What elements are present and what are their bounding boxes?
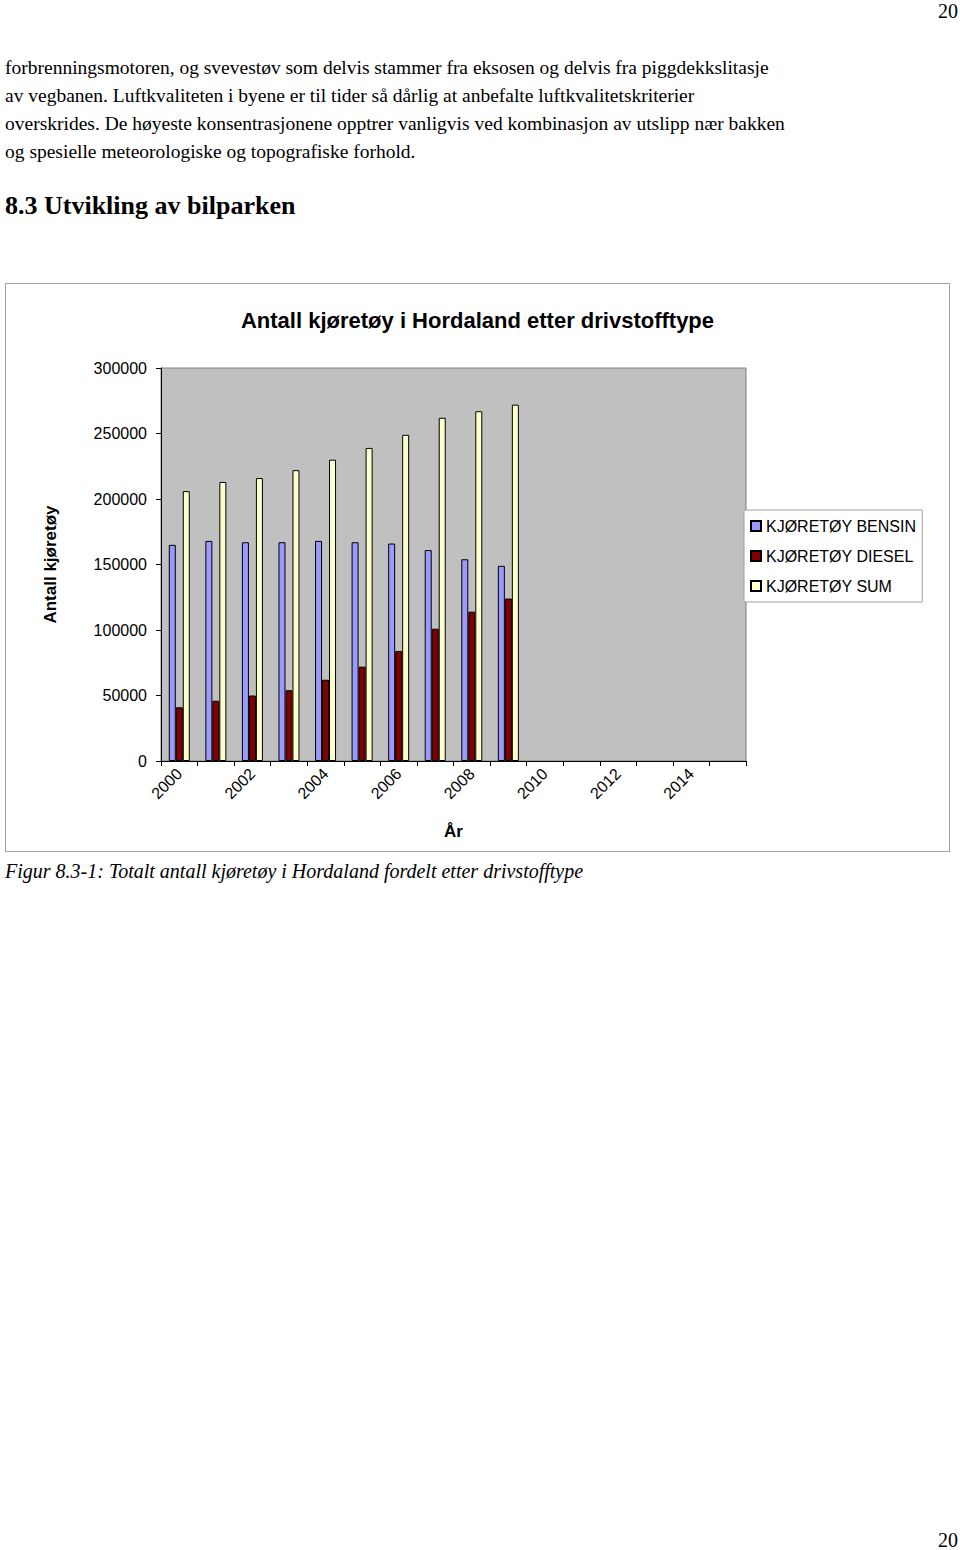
html-text:Figur 8.3-1: Totalt antall kjø: Figur 8.3-1: Totalt antall kjøretøy i Ho… <box>5 860 584 882</box>
svg-text:2014: 2014 <box>660 765 697 802</box>
svg-text:Antall kjøretøy i Hordaland et: Antall kjøretøy i Hordaland etter drivst… <box>241 308 714 333</box>
svg-text:År: År <box>444 822 463 841</box>
html-text:20: 20 <box>938 1529 958 1550</box>
svg-text:200000: 200000 <box>94 491 147 508</box>
html-text:8.3 Utvikling av bilparken: 8.3 Utvikling av bilparken <box>5 191 296 220</box>
svg-text:100000: 100000 <box>94 622 147 639</box>
svg-text:2008: 2008 <box>441 765 478 802</box>
html-text:forbrenningsmotoren, og sveves: forbrenningsmotoren, og svevestøv som de… <box>5 57 769 78</box>
html-text:av vegbanen. Luftkvaliteten i: av vegbanen. Luftkvaliteten i byene er t… <box>5 85 695 106</box>
svg-text:2004: 2004 <box>294 765 331 802</box>
svg-text:50000: 50000 <box>103 687 148 704</box>
svg-text:KJØRETØY BENSIN: KJØRETØY BENSIN <box>766 518 916 535</box>
svg-text:Antall kjøretøy: Antall kjøretøy <box>41 505 60 624</box>
svg-text:2002: 2002 <box>221 765 258 802</box>
svg-text:0: 0 <box>138 753 147 770</box>
svg-text:KJØRETØY SUM: KJØRETØY SUM <box>766 578 892 595</box>
html-text:og spesielle meteorologiske og: og spesielle meteorologiske og topografi… <box>5 141 416 162</box>
svg-text:250000: 250000 <box>94 425 147 442</box>
svg-text:2010: 2010 <box>514 765 551 802</box>
svg-text:2006: 2006 <box>367 765 404 802</box>
svg-text:2000: 2000 <box>148 765 185 802</box>
svg-text:2012: 2012 <box>587 765 624 802</box>
html-text:20: 20 <box>938 0 958 22</box>
svg-text:300000: 300000 <box>94 360 147 377</box>
svg-text:150000: 150000 <box>94 556 147 573</box>
svg-text:KJØRETØY DIESEL: KJØRETØY DIESEL <box>766 548 913 565</box>
html-text:overskrides. De høyeste konsen: overskrides. De høyeste konsentrasjonene… <box>5 113 785 134</box>
